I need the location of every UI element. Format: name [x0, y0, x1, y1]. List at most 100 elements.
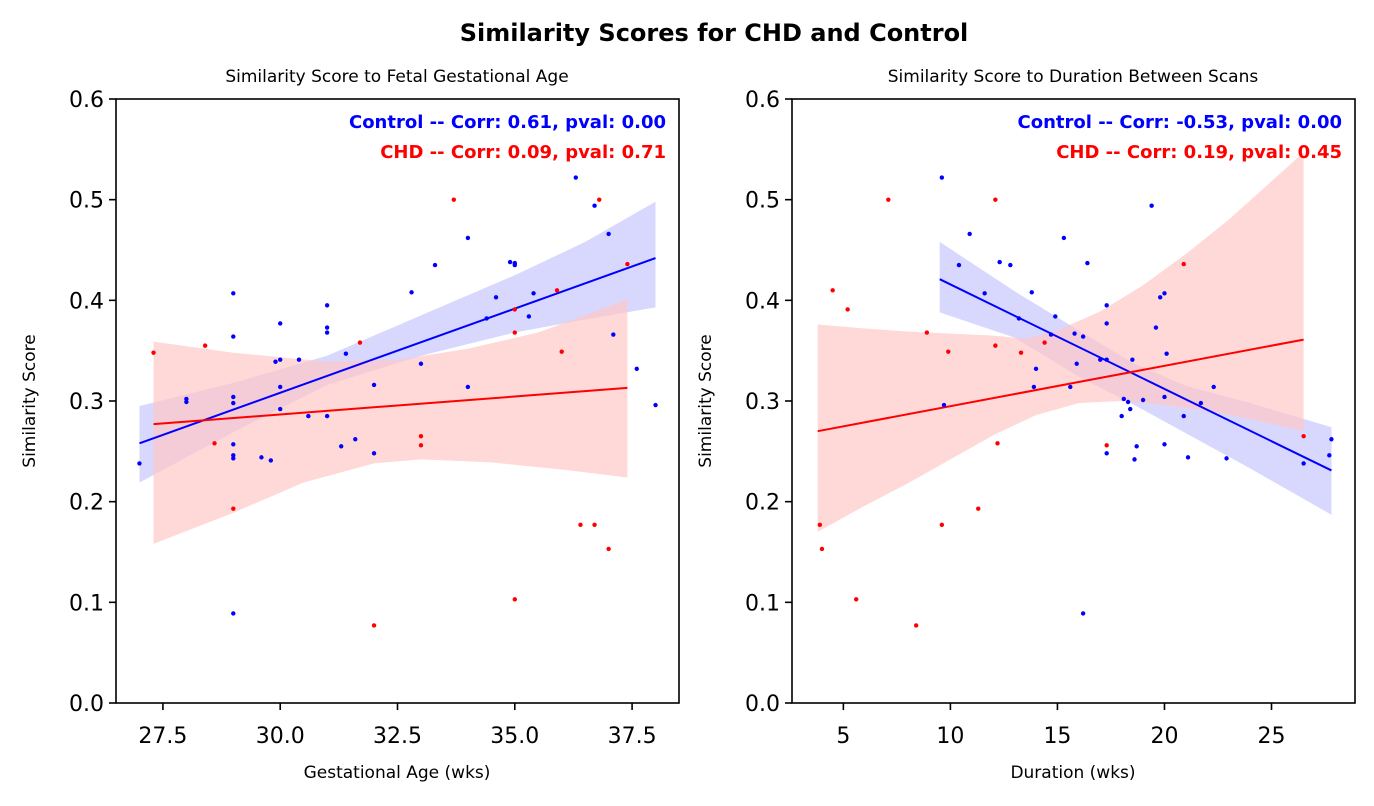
data-point-control	[278, 357, 283, 362]
data-point-control	[1085, 260, 1090, 266]
data-point-chd	[418, 434, 424, 439]
data-point-control	[1104, 303, 1109, 308]
data-point-control	[137, 461, 142, 466]
data-point-control	[611, 332, 616, 337]
data-point-chd	[817, 522, 823, 528]
data-point-control	[493, 295, 499, 300]
data-point-control	[1329, 437, 1334, 442]
y-tick-label: 0.2	[69, 491, 104, 516]
regression-line-chd	[817, 338, 1304, 433]
x-tick-label: 27.5	[138, 724, 187, 749]
data-point-control	[465, 384, 471, 390]
data-point-control	[592, 203, 597, 208]
data-point-control	[1198, 400, 1204, 406]
data-point-chd	[151, 350, 156, 355]
regression-lines	[139, 257, 656, 445]
data-point-control	[939, 175, 945, 180]
data-point-control	[231, 394, 236, 400]
data-point-control	[1157, 295, 1163, 300]
data-point-control	[1031, 384, 1037, 390]
confidence-band-chd	[817, 152, 1304, 532]
data-point-control	[324, 325, 330, 330]
data-point-control	[324, 303, 330, 308]
data-point-chd	[578, 522, 583, 528]
y-tick-label: 0.5	[745, 189, 780, 214]
y-tick-label: 0.1	[69, 591, 104, 616]
data-point-control	[278, 406, 283, 412]
data-point-control	[634, 366, 639, 371]
data-point-control	[1181, 413, 1186, 419]
regression-line-control	[139, 257, 656, 445]
data-point-control	[184, 396, 189, 402]
data-point-control	[1016, 316, 1022, 321]
data-point-chd	[451, 197, 456, 202]
y-tick-label: 0.3	[745, 390, 780, 415]
data-point-control	[1104, 321, 1109, 326]
regression-line-control	[939, 278, 1332, 472]
data-point-control	[512, 262, 517, 268]
data-point-chd	[357, 340, 363, 345]
y-tick-label: 0.1	[745, 591, 780, 616]
data-point-control	[1053, 314, 1058, 319]
data-point-control	[278, 321, 283, 326]
panel-gestational-age: Similarity Score to Fetal Gestational Ag…	[20, 67, 680, 783]
data-point-control	[1162, 442, 1167, 447]
data-point-control	[371, 382, 377, 388]
data-point-chd	[1301, 434, 1306, 439]
data-point-control	[1128, 406, 1133, 412]
data-point-chd	[845, 307, 850, 312]
data-point-control	[1224, 456, 1229, 461]
data-point-chd	[995, 441, 1000, 446]
x-tick-label: 5	[836, 724, 850, 749]
data-point-control	[268, 458, 274, 463]
x-tick-label: 10	[936, 724, 964, 749]
data-point-control	[1211, 384, 1216, 390]
data-point-chd	[819, 546, 825, 552]
confidence-bands	[817, 152, 1332, 532]
data-point-chd	[976, 506, 981, 511]
data-point-control	[531, 291, 536, 296]
data-point-control	[997, 259, 1002, 265]
data-point-control	[231, 456, 236, 461]
data-point-control	[606, 231, 611, 237]
y-tick-label: 0.0	[745, 692, 780, 717]
data-point-control	[371, 451, 377, 456]
y-tick-label: 0.4	[745, 289, 780, 314]
data-point-control	[339, 444, 344, 449]
data-point-chd	[418, 443, 424, 448]
data-point-chd	[512, 307, 517, 312]
data-point-control	[982, 291, 987, 296]
y-tick-label: 0.0	[69, 692, 104, 717]
data-point-chd	[625, 261, 630, 267]
x-axis-label: Duration (wks)	[1010, 763, 1135, 783]
x-tick-label: 15	[1043, 724, 1071, 749]
annotation-chd: CHD -- Corr: 0.19, pval: 0.45	[1056, 142, 1342, 163]
data-point-control	[1074, 361, 1079, 366]
data-point-chd	[830, 288, 835, 293]
data-point-control	[231, 334, 236, 339]
data-point-control	[1125, 399, 1131, 405]
y-tick-label: 0.2	[745, 491, 780, 516]
data-point-control	[1149, 203, 1154, 208]
data-point-control	[1121, 396, 1127, 402]
data-point-chd	[1018, 350, 1024, 355]
data-point-chd	[606, 546, 611, 552]
data-point-control	[956, 262, 962, 268]
data-point-control	[1185, 455, 1191, 460]
data-point-control	[1008, 262, 1013, 268]
data-point-control	[1140, 397, 1146, 403]
data-point-control	[432, 262, 438, 268]
x-tick-label: 30.0	[256, 724, 305, 749]
data-point-chd	[554, 288, 560, 293]
confidence-bands	[139, 201, 656, 544]
data-point-control	[353, 437, 358, 442]
data-point-control	[1162, 394, 1167, 400]
data-point-control	[1130, 357, 1135, 362]
data-point-control	[1301, 461, 1306, 466]
data-point-chd	[202, 343, 208, 348]
data-point-chd	[512, 597, 517, 602]
data-point-chd	[592, 522, 597, 528]
y-axis-label: Similarity Score	[696, 334, 716, 467]
data-point-control	[526, 314, 532, 319]
